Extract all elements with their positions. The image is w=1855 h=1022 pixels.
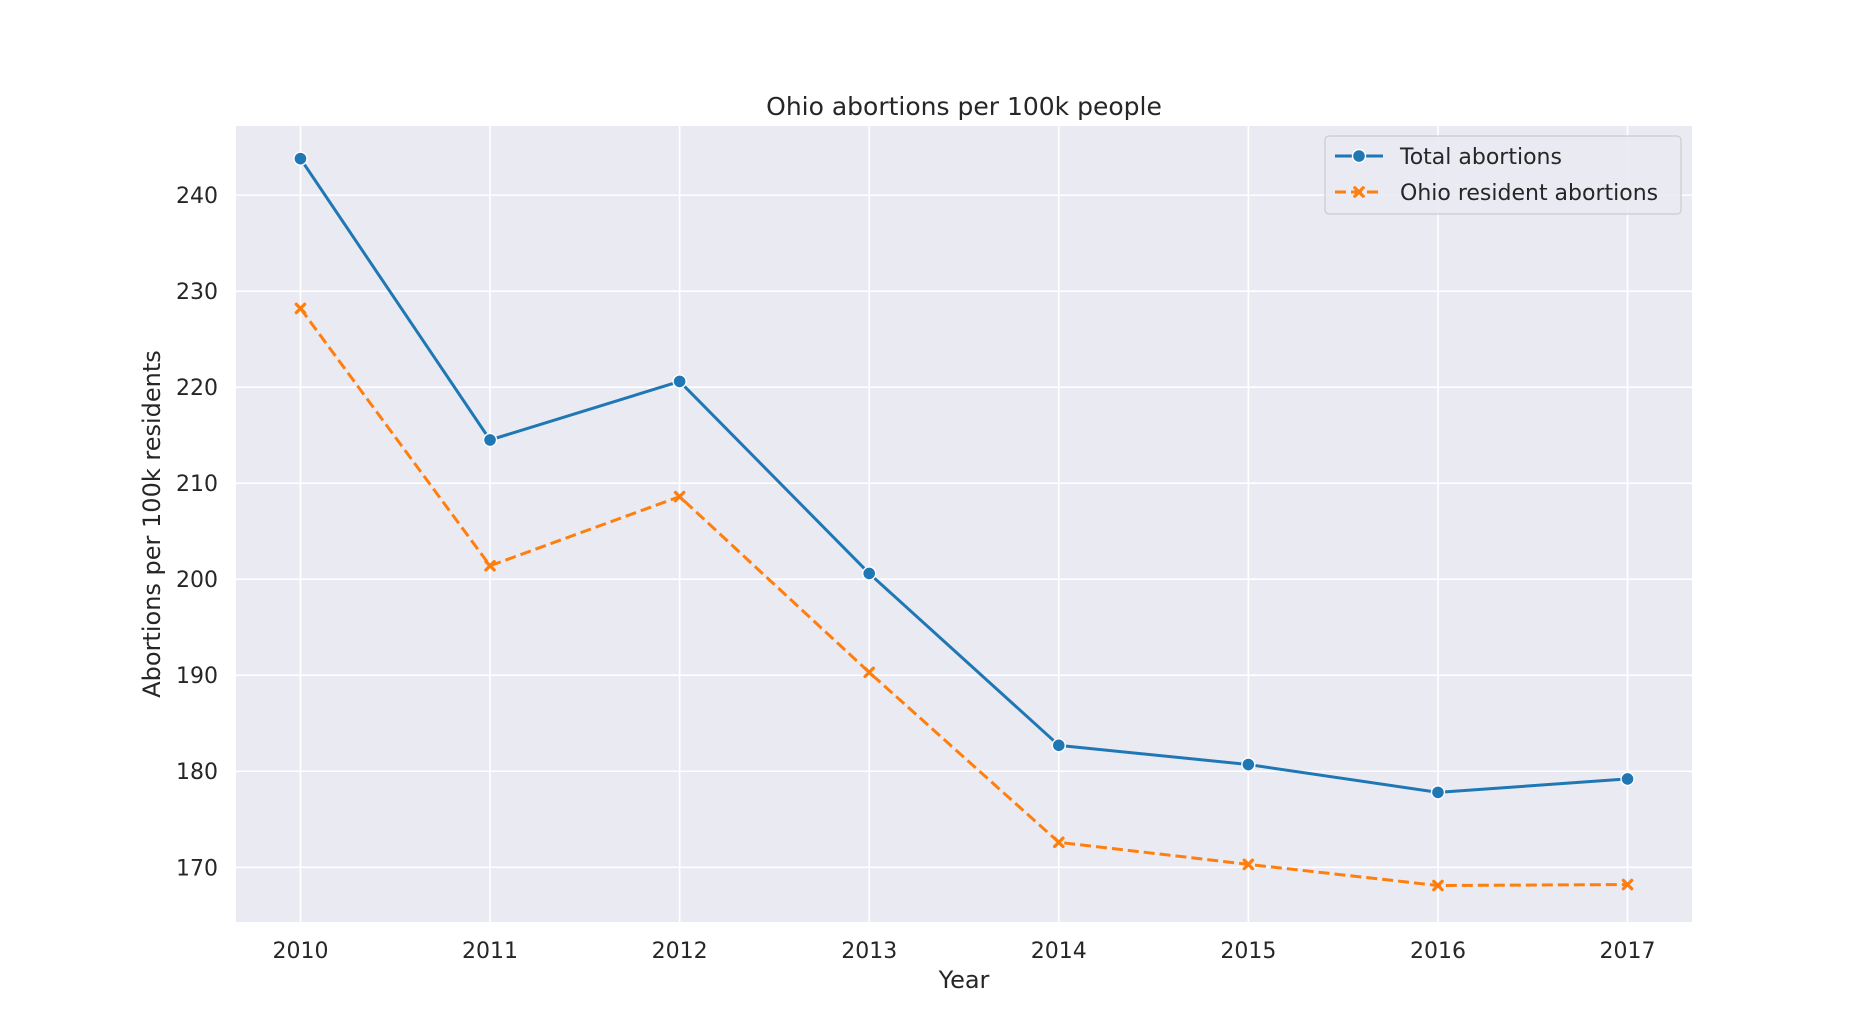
data-point (1620, 771, 1635, 787)
x-tick-label: 2010 (272, 939, 328, 964)
x-tick-label: 2012 (652, 939, 708, 964)
y-tick-labels: 170 180 190 200 210 220 230 240 (176, 184, 218, 881)
series-line (299, 157, 1628, 794)
legend-marker (1351, 148, 1367, 164)
data-point (862, 566, 877, 581)
y-tick-label: 190 (176, 664, 218, 689)
series-layer (293, 151, 1635, 892)
data-point (1052, 836, 1065, 849)
y-tick-label: 220 (176, 376, 218, 401)
x-tick-labels: 2010 2011 2012 2013 2014 2015 2016 2017 (272, 939, 1655, 964)
x-tick-label: 2016 (1410, 939, 1466, 964)
chart-title: Ohio abortions per 100k people (766, 92, 1162, 121)
legend-items: Total abortions Ohio resident abortions (1335, 145, 1658, 206)
y-tick-label: 170 (176, 856, 218, 881)
legend-label: Total abortions (1399, 145, 1562, 170)
y-tick-label: 230 (176, 280, 218, 305)
data-point (1432, 879, 1444, 892)
y-tick-label: 180 (176, 760, 218, 785)
data-point (1621, 878, 1634, 891)
data-point (1051, 738, 1066, 753)
y-tick-label: 210 (176, 472, 218, 497)
series-1 (293, 151, 1635, 800)
data-point (1242, 858, 1255, 871)
legend-item: Total abortions (1335, 145, 1562, 170)
series-line (299, 307, 1628, 888)
data-point (673, 490, 686, 503)
data-point (863, 666, 876, 679)
legend: Total abortions Ohio resident abortions (1324, 135, 1682, 215)
grid-lines (236, 126, 1692, 922)
data-point (484, 559, 496, 572)
data-point (1241, 757, 1256, 772)
legend-box (1324, 135, 1682, 215)
x-tick-label: 2014 (1031, 939, 1087, 964)
y-tick-label: 240 (176, 184, 218, 209)
x-axis-label: Year (938, 966, 990, 994)
x-tick-label: 2017 (1600, 939, 1656, 964)
data-point (293, 151, 308, 166)
data-point (482, 432, 498, 448)
x-tick-label: 2013 (841, 939, 897, 964)
x-tick-label: 2011 (462, 939, 518, 964)
data-point (294, 302, 307, 315)
x-tick-label: 2015 (1220, 939, 1276, 964)
y-tick-label: 200 (176, 568, 218, 593)
data-point (1430, 785, 1446, 800)
legend-marker (1353, 186, 1365, 198)
y-axis-label: Abortions per 100k residents (138, 350, 166, 698)
series-2 (294, 302, 1634, 892)
legend-item: Ohio resident abortions (1335, 181, 1658, 206)
plot-area (236, 126, 1692, 922)
data-point (672, 374, 687, 389)
legend-label: Ohio resident abortions (1400, 181, 1658, 206)
